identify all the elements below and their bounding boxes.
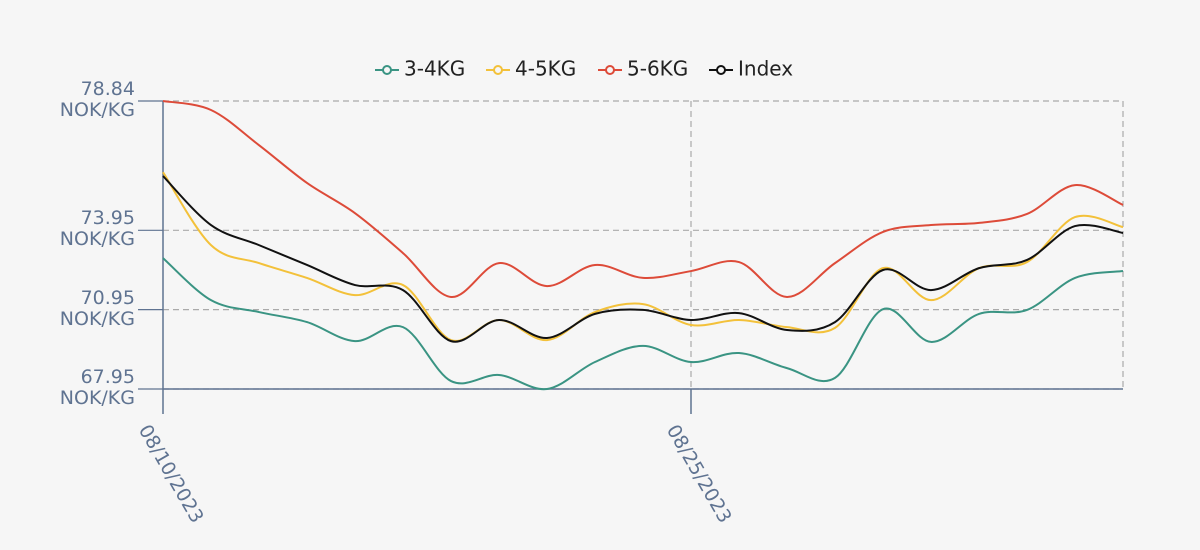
legend-swatch <box>493 65 503 75</box>
series-line <box>162 171 1124 342</box>
y-tick-label: 78.84 NOK/KG <box>59 78 135 121</box>
series-line <box>162 257 1124 391</box>
y-tick-label: 70.95 NOK/KG <box>59 286 135 330</box>
legend-swatch <box>605 65 615 75</box>
y-tick-label: 67.95 NOK/KG <box>59 366 135 409</box>
series-line <box>162 100 1124 298</box>
legend-swatch <box>716 65 726 75</box>
legend-label: 5-6KG <box>627 57 688 81</box>
series-line <box>162 175 1124 343</box>
legend-swatch <box>382 65 392 75</box>
legend-label: 4-5KG <box>515 57 576 81</box>
y-tick-label: 73.95 NOK/KG <box>59 207 135 251</box>
legend-label: 3-4KG <box>404 57 465 81</box>
legend-label: Index <box>738 57 793 81</box>
